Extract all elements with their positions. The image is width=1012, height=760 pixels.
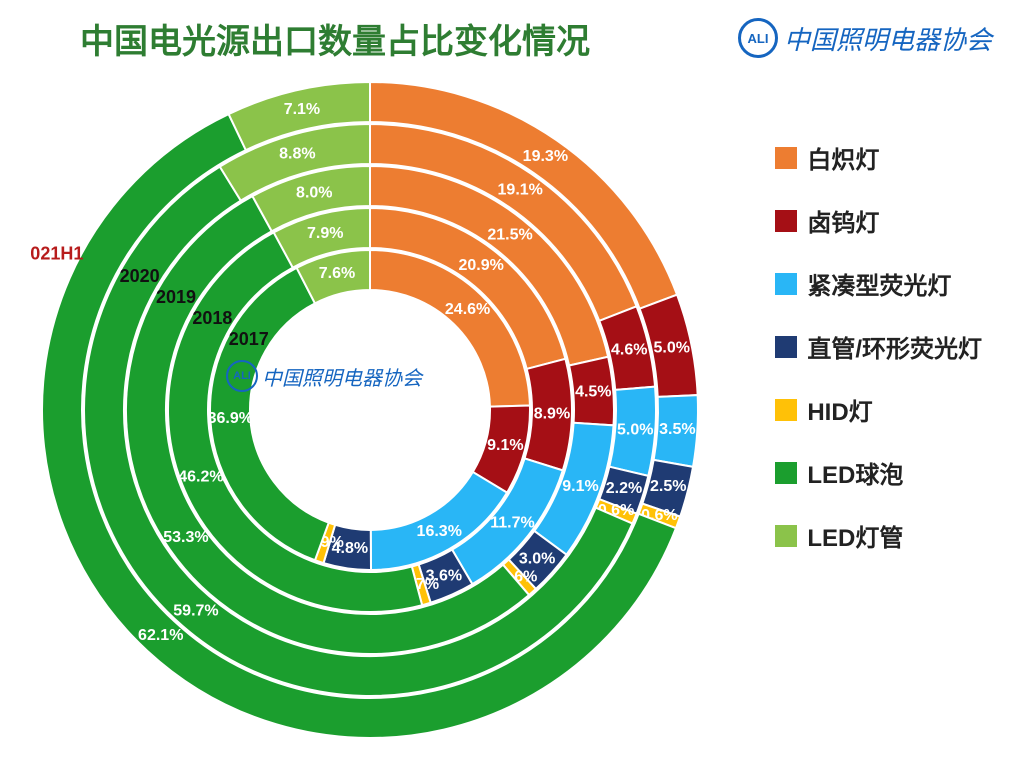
legend-swatch: [775, 210, 797, 232]
arc-label: 7.1%: [284, 101, 320, 118]
legend-item-halogen: 卤钨灯: [775, 203, 982, 238]
logo-top: ALI 中国照明电器协会: [738, 18, 992, 58]
logo-center: ALI 中国照明电器协会: [226, 360, 422, 392]
arc-label: 4.6%: [611, 342, 647, 359]
arc-label: 24.6%: [445, 301, 490, 318]
logo-mark-center-icon: ALI: [226, 360, 258, 392]
arc-label: 16.3%: [417, 523, 462, 540]
legend-item-tube_fl: 直管/环形荧光灯: [775, 329, 982, 364]
arc-label: 19.1%: [498, 182, 543, 199]
legend-item-incandescent: 白炽灯: [775, 140, 982, 175]
legend-swatch: [775, 273, 797, 295]
arc-label: 20.9%: [459, 257, 504, 274]
legend-label: HID灯: [807, 392, 872, 427]
legend-swatch: [775, 462, 797, 484]
year-label-2019: 2019: [156, 287, 196, 307]
arc-label: 21.5%: [487, 226, 532, 243]
chart-title: 中国电光源出口数量占比变化情况: [80, 14, 590, 63]
arc-label: 4.5%: [575, 384, 611, 401]
logo-text-top: 中国照明电器协会: [784, 20, 992, 57]
legend-label: LED球泡: [807, 455, 903, 490]
legend-label: LED灯管: [807, 518, 903, 553]
arc-label: 3.5%: [659, 421, 695, 438]
arc-label: 36.9%: [208, 410, 253, 427]
arc-label: 5.0%: [653, 339, 689, 356]
legend-item-hid: HID灯: [775, 392, 982, 427]
legend-swatch: [775, 525, 797, 547]
arc-label: 59.7%: [173, 602, 218, 619]
arc-label: 7.9%: [307, 225, 343, 242]
arc-label: 11.7%: [490, 514, 534, 531]
arc-label: 3.0%: [519, 550, 555, 567]
legend-label: 紧凑型荧光灯: [807, 266, 951, 301]
legend-label: 白炽灯: [807, 140, 879, 175]
legend-item-led_tube: LED灯管: [775, 518, 982, 553]
arc-label: 8.9%: [534, 406, 570, 423]
arc-label: 53.3%: [163, 529, 208, 546]
arc-label: 2.5%: [650, 478, 686, 495]
arc-label: 19.3%: [523, 148, 568, 165]
arc-label: 62.1%: [138, 627, 183, 644]
legend-label: 卤钨灯: [807, 203, 879, 238]
year-label-2020: 2020: [120, 266, 160, 286]
arc-label: 8.0%: [296, 184, 332, 201]
logo-text-center: 中国照明电器协会: [262, 362, 422, 391]
legend-swatch: [775, 399, 797, 421]
arc-label: 9.1%: [562, 478, 598, 495]
arc-label: 2.2%: [606, 480, 642, 497]
legend-item-led_bulb: LED球泡: [775, 455, 982, 490]
nested-donut-chart: 24.6%9.1%16.3%4.8%0.9%36.9%7.6%20.9%8.9%…: [30, 60, 730, 760]
arc-label: 9.1%: [487, 437, 523, 454]
arc-label: 7.6%: [319, 265, 355, 282]
legend: 白炽灯卤钨灯紧凑型荧光灯直管/环形荧光灯 HID灯 LED球泡 LED灯管: [775, 140, 982, 553]
logo-mark-icon: ALI: [738, 18, 778, 58]
legend-label: 直管/环形荧光灯: [807, 329, 982, 364]
legend-swatch: [775, 336, 797, 358]
arc-label: 8.8%: [279, 145, 315, 162]
arc-label: 46.2%: [178, 469, 223, 486]
year-label-2017: 2017: [229, 329, 269, 349]
arc-label: 5.0%: [617, 421, 653, 438]
year-label-2021H1: 2021H1: [30, 244, 83, 264]
legend-item-cfl: 紧凑型荧光灯: [775, 266, 982, 301]
legend-swatch: [775, 147, 797, 169]
year-label-2018: 2018: [192, 308, 232, 328]
